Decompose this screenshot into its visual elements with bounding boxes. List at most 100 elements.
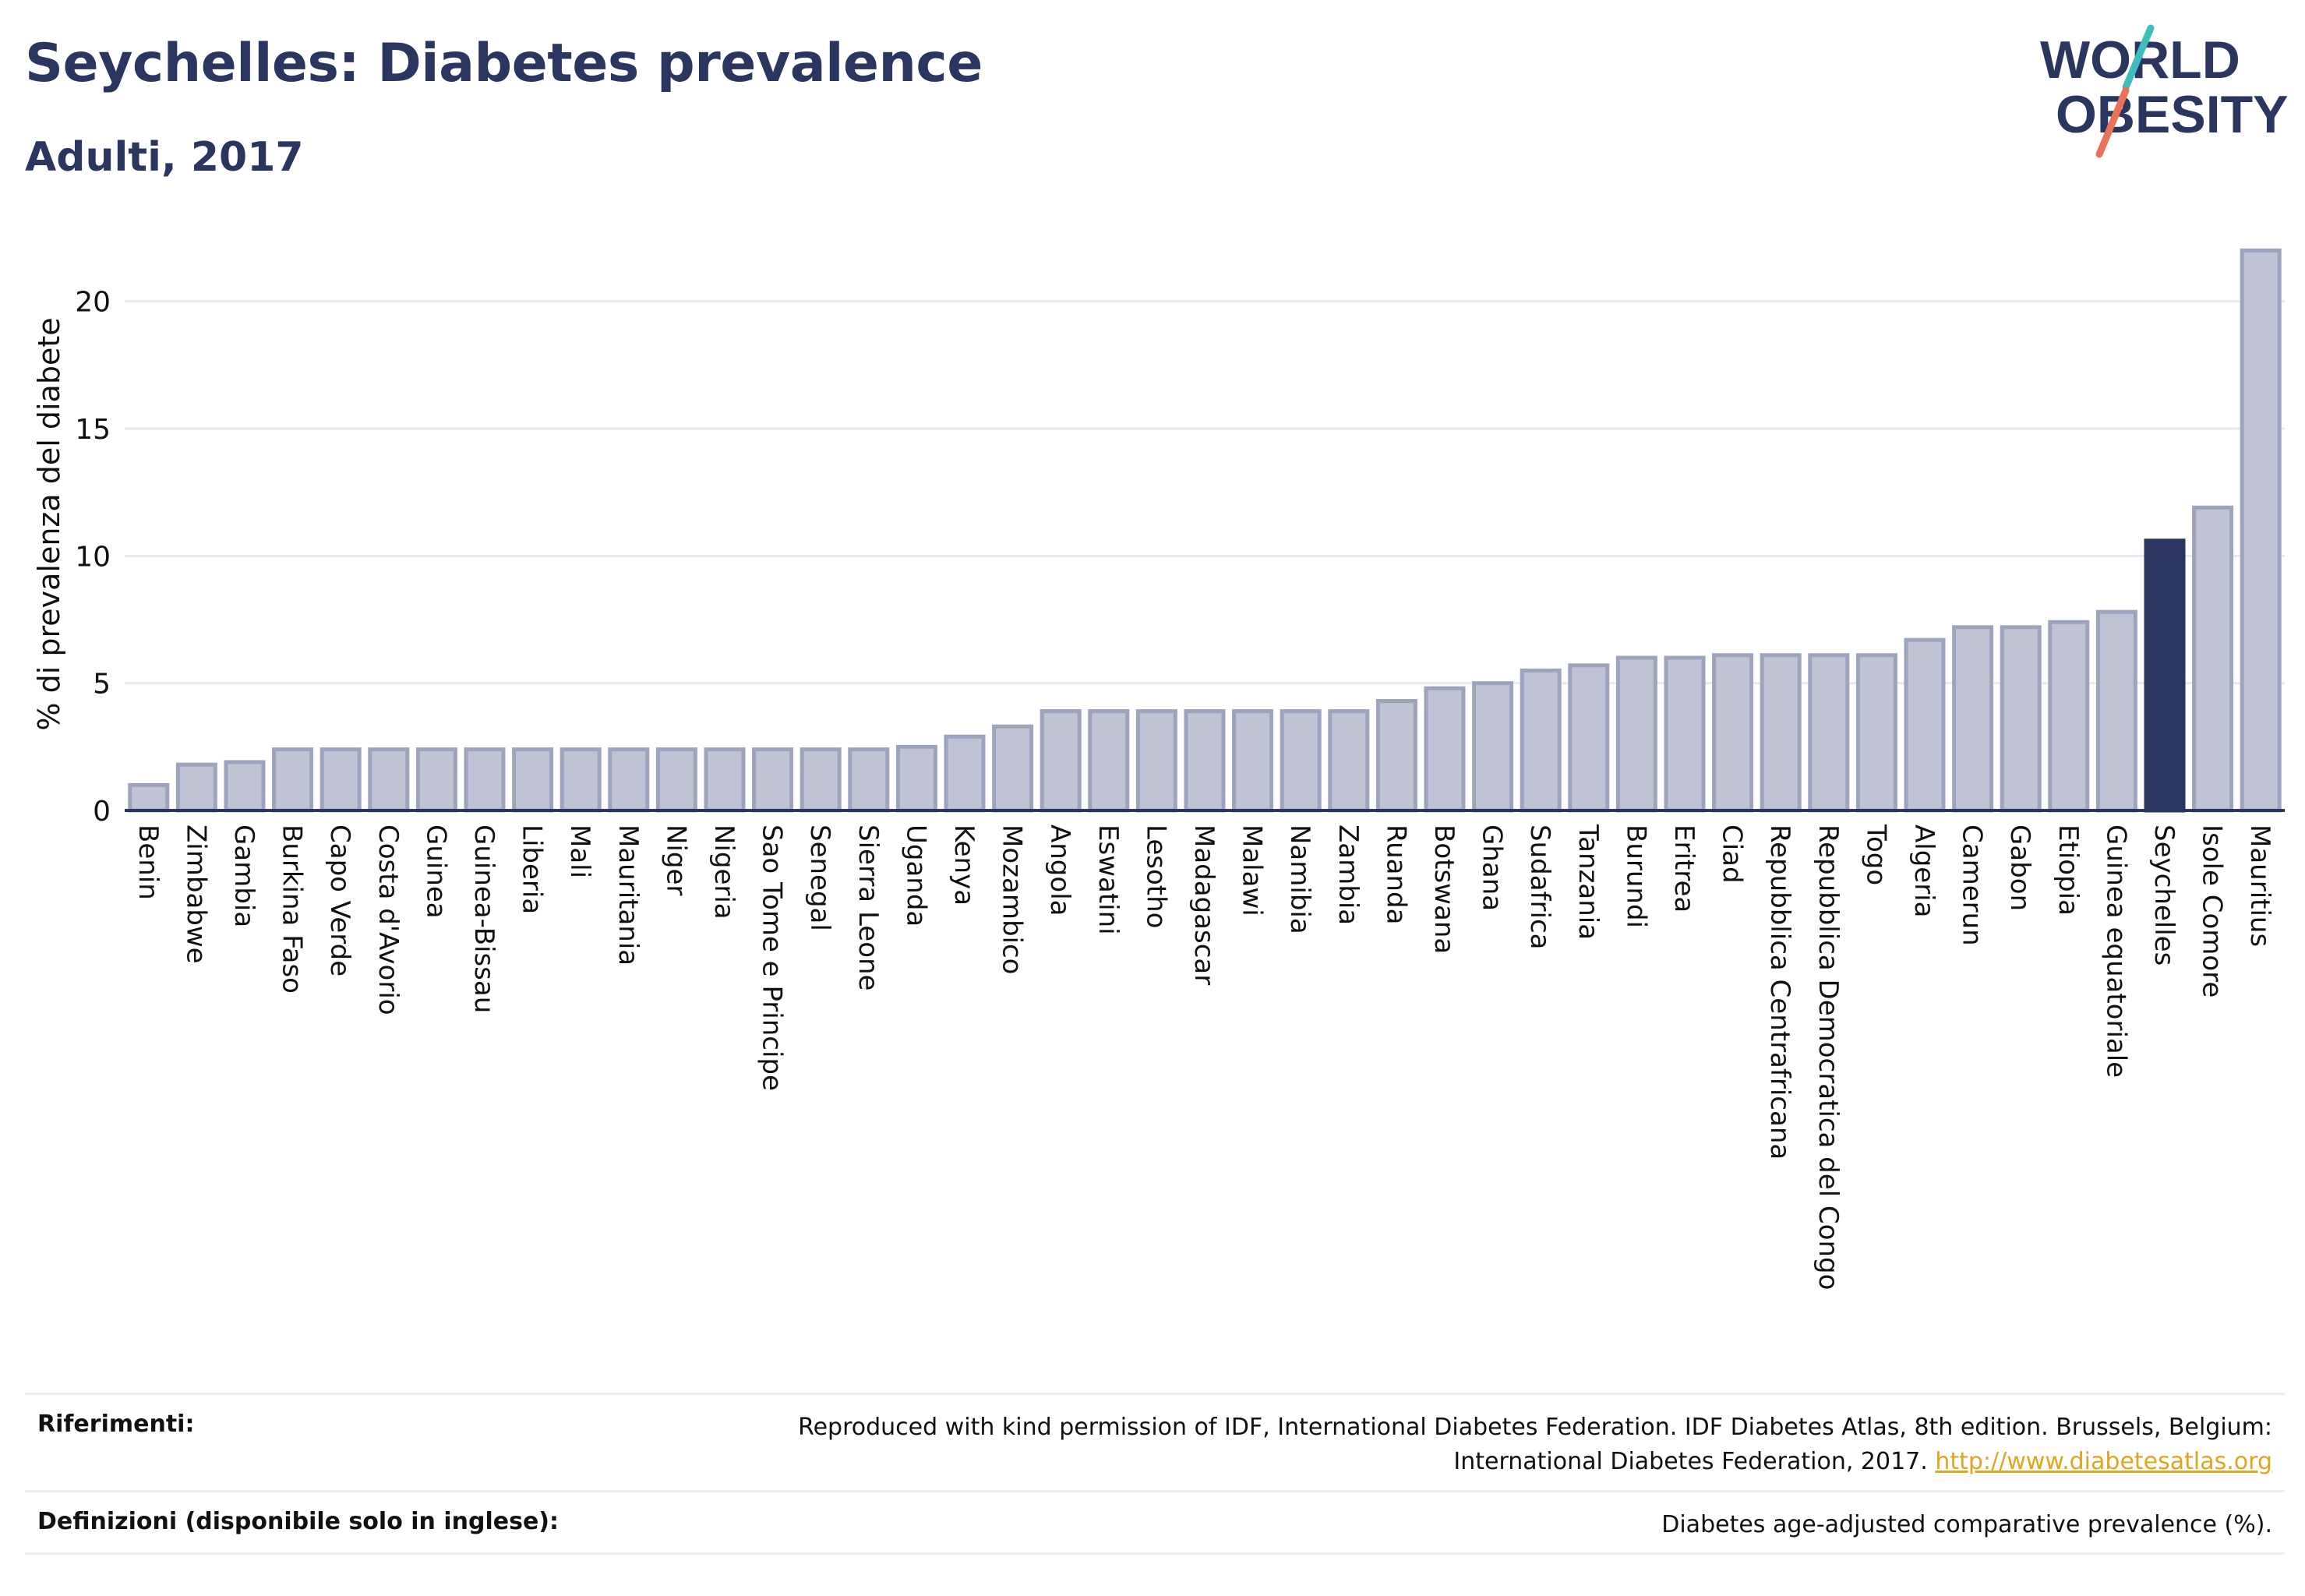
x-tick-label: Eritrea bbox=[1668, 824, 1700, 913]
x-tick-label: Uganda bbox=[900, 824, 931, 927]
bar[interactable] bbox=[992, 724, 1034, 813]
logo-slash-teal bbox=[2122, 24, 2155, 91]
x-tick-label: Seychelles bbox=[2148, 824, 2180, 966]
bar-layer bbox=[128, 248, 2282, 813]
definitions-label: Definizioni (disponibile solo in inglese… bbox=[37, 1508, 559, 1535]
x-tick-label: Namibia bbox=[1284, 824, 1315, 934]
definitions-text: Diabetes age-adjusted comparative preval… bbox=[1661, 1511, 2272, 1538]
world-obesity-logo: WORLD OBESITY bbox=[2040, 24, 2289, 158]
bar[interactable] bbox=[2192, 505, 2234, 813]
bar[interactable] bbox=[1664, 655, 1706, 813]
bar[interactable] bbox=[1088, 709, 1130, 813]
y-tick-label: 0 bbox=[93, 796, 111, 828]
bar[interactable] bbox=[1424, 686, 1466, 813]
bar[interactable] bbox=[608, 747, 650, 813]
x-tick-label: Gambia bbox=[228, 824, 259, 927]
bar[interactable] bbox=[848, 747, 890, 813]
bar[interactable] bbox=[1855, 653, 1897, 813]
x-tick-labels: Benin Zimbabwe Gambia Burkina Faso Capo Verd… bbox=[132, 824, 2275, 1290]
x-tick-label: Botswana bbox=[1428, 824, 1460, 954]
divider-top bbox=[25, 1393, 2285, 1395]
x-tick-label: Niger bbox=[660, 824, 691, 895]
x-tick-label: Repubblica Democratica del Congo bbox=[1813, 824, 1844, 1290]
bar[interactable] bbox=[895, 744, 937, 813]
x-tick-label: Guinea bbox=[420, 824, 451, 919]
logo-slash-coral bbox=[2095, 87, 2130, 158]
bar[interactable] bbox=[752, 747, 794, 813]
bar[interactable] bbox=[1615, 655, 1657, 813]
x-tick-label: Algeria bbox=[1908, 824, 1940, 917]
x-tick-label: Isole Comore bbox=[2197, 824, 2228, 998]
y-tick-label: 5 bbox=[93, 669, 111, 701]
x-tick-label: Burkina Faso bbox=[277, 824, 308, 994]
references-link[interactable]: http://www.diabetesatlas.org bbox=[1935, 1448, 2272, 1475]
x-tick-label: Costa d'Avorio bbox=[372, 824, 404, 1015]
x-tick-label: Camerun bbox=[1957, 824, 1988, 946]
bar[interactable] bbox=[512, 747, 554, 813]
bar[interactable] bbox=[2000, 625, 2042, 813]
bar[interactable] bbox=[559, 747, 602, 813]
bar[interactable] bbox=[944, 734, 986, 813]
references-line2: International Diabetes Federation, 2017. bbox=[1453, 1448, 1928, 1475]
bar[interactable] bbox=[655, 747, 697, 813]
bar[interactable] bbox=[464, 747, 506, 813]
bar[interactable] bbox=[1328, 709, 1370, 813]
bar[interactable] bbox=[2095, 609, 2137, 813]
bar[interactable] bbox=[1232, 709, 1274, 813]
y-tick-label: 15 bbox=[75, 414, 111, 446]
x-tick-label: Malawi bbox=[1237, 824, 1268, 916]
bar[interactable] bbox=[128, 782, 170, 813]
bar[interactable] bbox=[1520, 668, 1562, 813]
bar[interactable] bbox=[1712, 653, 1754, 813]
x-tick-label: Mauritius bbox=[2244, 824, 2275, 947]
x-tick-label: Capo Verde bbox=[324, 824, 355, 976]
logo-text-obesity: OBESITY bbox=[2056, 85, 2289, 144]
x-tick-label: Tanzania bbox=[1573, 824, 1604, 940]
x-tick-label: Sierra Leone bbox=[852, 824, 884, 990]
x-tick-label: Ciad bbox=[1717, 824, 1748, 884]
x-tick-label: Gabon bbox=[2004, 824, 2035, 911]
x-tick-label: Zambia bbox=[1333, 824, 1364, 925]
x-tick-label: Togo bbox=[1860, 824, 1891, 885]
bar[interactable] bbox=[1184, 709, 1226, 813]
x-tick-label: Sao Tome e Principe bbox=[757, 824, 788, 1091]
chart-title: Seychelles: Diabetes prevalence bbox=[25, 33, 983, 94]
bar[interactable] bbox=[1808, 653, 1850, 813]
bar[interactable] bbox=[1375, 699, 1417, 813]
bar[interactable] bbox=[1904, 637, 1946, 813]
y-tick-labels: 0 5 10 15 20 bbox=[75, 287, 111, 828]
bar[interactable] bbox=[224, 760, 266, 813]
bar[interactable] bbox=[319, 747, 362, 813]
x-tick-label: Repubblica Centrafricana bbox=[1764, 824, 1795, 1160]
bar[interactable] bbox=[1040, 709, 1082, 813]
bar[interactable] bbox=[272, 747, 314, 813]
y-tick-label: 10 bbox=[75, 541, 111, 573]
bar[interactable] bbox=[368, 747, 410, 813]
bar[interactable] bbox=[1568, 663, 1610, 813]
x-tick-label: Nigeria bbox=[708, 824, 740, 920]
bar[interactable] bbox=[1952, 625, 1994, 813]
bar[interactable] bbox=[800, 747, 842, 813]
bar[interactable] bbox=[415, 747, 457, 813]
bar[interactable] bbox=[1760, 653, 1802, 813]
bar[interactable] bbox=[2144, 538, 2186, 813]
chart-subtitle: Adulti, 2017 bbox=[25, 134, 304, 181]
y-axis-label: % di prevalenza del diabete bbox=[32, 317, 66, 730]
bar[interactable] bbox=[704, 747, 746, 813]
bar[interactable] bbox=[175, 762, 217, 813]
bar[interactable] bbox=[1135, 709, 1177, 813]
x-tick-label: Angola bbox=[1044, 824, 1075, 916]
x-tick-label: Zimbabwe bbox=[180, 824, 211, 964]
y-tick-label: 20 bbox=[75, 287, 111, 319]
bar[interactable] bbox=[1472, 681, 1514, 813]
x-tick-label: Kenya bbox=[948, 824, 980, 906]
bar[interactable] bbox=[2048, 620, 2090, 813]
x-tick-label: Mozambico bbox=[997, 824, 1028, 974]
x-tick-label: Lesotho bbox=[1140, 824, 1171, 928]
x-tick-label: Benin bbox=[132, 824, 164, 900]
bar[interactable] bbox=[2240, 248, 2282, 813]
x-tick-label: Ghana bbox=[1477, 824, 1508, 911]
x-tick-label: Guinea equatoriale bbox=[2100, 824, 2131, 1078]
references-label: Riferimenti: bbox=[37, 1411, 195, 1438]
bar[interactable] bbox=[1280, 709, 1322, 813]
